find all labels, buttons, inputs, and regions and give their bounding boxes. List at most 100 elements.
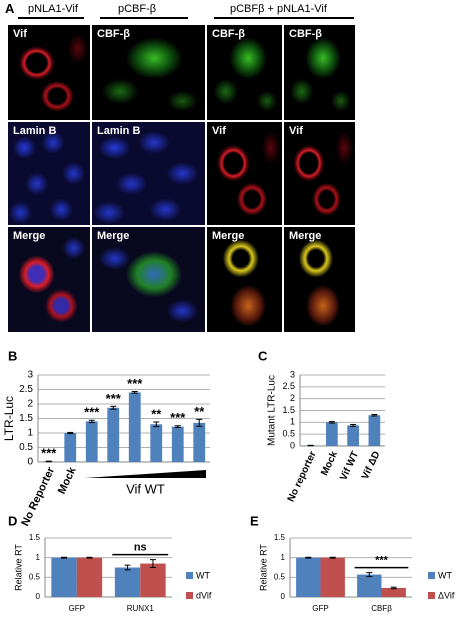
column-header: pNLA1-Vif: [28, 3, 78, 15]
header-rule: [214, 17, 354, 19]
y-tick-label: 1: [27, 428, 33, 439]
y-tick-label: 0.5: [274, 572, 286, 581]
micrograph: Merge: [284, 227, 355, 332]
y-tick-label: 0: [36, 592, 41, 601]
bar: [368, 415, 381, 446]
x-tick-label: Vif ΔD: [360, 450, 383, 482]
y-tick-label: 0: [27, 457, 33, 468]
micrograph: CBF-β: [284, 25, 355, 120]
bar: [128, 392, 141, 462]
x-tick-label: Vif WT: [338, 450, 361, 483]
y-axis-label: Relative RT: [258, 544, 268, 591]
bar: [107, 407, 120, 462]
significance: ***: [41, 446, 57, 461]
legend-label: WT: [438, 570, 452, 580]
header-rule: [100, 17, 188, 19]
y-tick-label: 0.5: [19, 442, 33, 453]
y-tick-label: 2.5: [282, 381, 295, 391]
y-tick-label: 2: [27, 399, 33, 410]
y-tick-label: 2: [290, 393, 295, 403]
y-tick-label: 0.5: [29, 572, 41, 581]
bar: [64, 433, 77, 462]
y-tick-label: 1: [281, 553, 286, 562]
y-tick-label: 2.5: [19, 384, 33, 395]
y-tick-label: 1.5: [19, 413, 33, 424]
group-label: Vif WT: [126, 481, 165, 496]
x-tick-label: Mock: [56, 465, 79, 496]
bar: [296, 557, 321, 597]
micrograph: Lamin B: [92, 122, 205, 225]
micrograph: Merge: [92, 227, 205, 332]
significance: ***: [170, 410, 186, 425]
x-tick-label: CBFβ: [371, 604, 392, 613]
bar: [193, 422, 206, 462]
panel-letter: D: [8, 513, 17, 528]
column-header: pCBF-β: [118, 3, 157, 15]
bar: [76, 557, 103, 597]
y-tick-label: 1: [290, 417, 295, 427]
micrograph: CBF-β: [207, 25, 282, 120]
bar: [114, 567, 141, 597]
significance: ***: [127, 376, 143, 391]
x-tick-label: No Reporter: [19, 465, 57, 528]
column-header: pCBFβ + pNLA1-Vif: [230, 3, 327, 15]
y-tick-label: 3: [290, 369, 295, 379]
significance: **: [151, 406, 162, 421]
dose-wedge: [85, 470, 206, 478]
bar: [85, 421, 98, 462]
significance: ***: [375, 555, 389, 567]
x-tick-label: GFP: [69, 604, 85, 613]
bar: [381, 587, 406, 597]
micrograph: CBF-β: [92, 25, 205, 120]
cell-label: Lamin B: [13, 125, 57, 137]
cell-label: Merge: [13, 230, 46, 242]
bar: [51, 557, 77, 597]
legend-swatch: [428, 572, 435, 579]
significance: ***: [106, 391, 122, 406]
micrograph: Lamin B: [8, 122, 90, 225]
cell-label: CBF-β: [289, 28, 322, 40]
y-axis-label: Relative RT: [13, 544, 23, 591]
panel-letter: A: [5, 1, 15, 16]
x-tick-label: GFP: [312, 604, 328, 613]
legend-label: dVif: [196, 590, 212, 600]
micrograph: Merge: [207, 227, 282, 332]
panel-letter: B: [8, 348, 17, 363]
y-tick-label: 3: [27, 370, 33, 381]
y-axis-label: LTR-Luc: [2, 396, 16, 441]
header-rule: [18, 17, 84, 19]
y-tick-label: 1.5: [282, 405, 295, 415]
panel-letter: C: [258, 348, 268, 363]
bar: [171, 426, 184, 462]
y-tick-label: 1.5: [274, 533, 286, 542]
panel-letter: E: [250, 513, 259, 528]
x-tick-label: Mock: [319, 449, 340, 477]
cell-label: Merge: [212, 230, 245, 242]
significance: **: [194, 404, 205, 419]
legend-swatch: [186, 592, 193, 599]
bar: [347, 425, 359, 446]
micrograph: Vif: [8, 25, 90, 120]
legend-label: ΔVif: [438, 590, 455, 600]
y-tick-label: 1.5: [29, 533, 41, 542]
bar: [320, 557, 345, 597]
legend-swatch: [428, 592, 435, 599]
bar: [326, 422, 338, 446]
y-tick-label: 0.5: [282, 429, 295, 439]
x-tick-label: No reporter: [286, 450, 319, 504]
cell-label: Vif: [13, 28, 27, 40]
cell-label: Lamin B: [97, 125, 141, 137]
cell-label: Merge: [289, 230, 322, 242]
cell-label: Merge: [97, 230, 130, 242]
bar: [140, 563, 166, 597]
cell-label: CBF-β: [212, 28, 245, 40]
legend-label: WT: [196, 570, 210, 580]
cell-label: Vif: [212, 125, 226, 137]
y-axis-label: Mutant LTR-Luc: [267, 375, 278, 446]
micrograph: Vif: [284, 122, 355, 225]
y-tick-label: 0: [281, 592, 286, 601]
y-tick-label: 0: [290, 440, 295, 450]
x-tick-label: RUNX1: [127, 604, 155, 613]
